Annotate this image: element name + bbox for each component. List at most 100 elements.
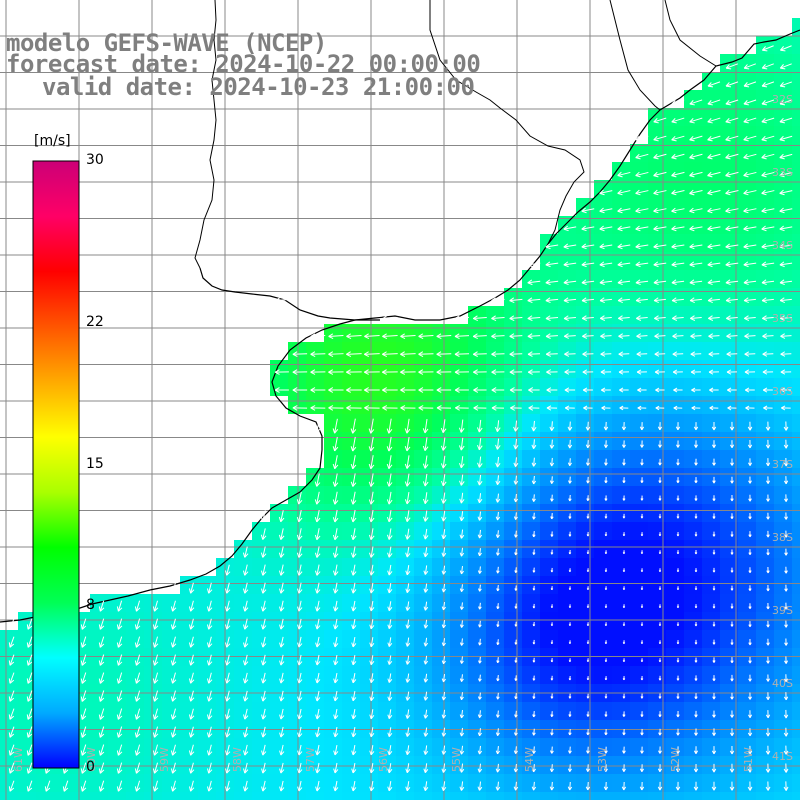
wind-speed-cell: [18, 612, 36, 630]
wind-arrow: [368, 528, 375, 540]
wind-speed-cell: [738, 90, 756, 108]
wind-speed-cell: [648, 450, 666, 468]
wind-speed-cell: [738, 702, 756, 720]
wind-arrow: [761, 45, 774, 52]
wind-arrow: [671, 207, 685, 214]
wind-speed-cell: [486, 666, 504, 684]
wind-arrow: [459, 474, 465, 486]
wind-speed-cell: [504, 396, 522, 414]
wind-speed-cell: [720, 72, 738, 90]
wind-speed-cell: [612, 162, 630, 180]
wind-arrow: [328, 333, 344, 340]
wind-speed-cell: [684, 342, 702, 360]
wind-speed-cell: [432, 540, 450, 558]
wind-speed-cell: [36, 702, 54, 720]
wind-arrow: [351, 618, 357, 630]
wind-speed-cell: [612, 540, 630, 558]
wind-speed-cell: [450, 576, 468, 594]
wind-speed-cell: [396, 738, 414, 756]
wind-speed-cell: [756, 396, 774, 414]
wind-speed-cell: [234, 612, 252, 630]
wind-speed-cell: [558, 216, 576, 234]
wind-arrow: [622, 458, 626, 466]
wind-speed-cell: [306, 396, 324, 414]
wind-speed-cell: [324, 432, 342, 450]
wind-arrow: [527, 369, 540, 375]
wind-arrow: [545, 243, 559, 250]
wind-speed-cell: [666, 342, 684, 360]
wind-arrow: [712, 639, 716, 645]
wind-speed-cell: [252, 738, 270, 756]
wind-speed-cell: [252, 612, 270, 630]
wind-speed-cell: [558, 270, 576, 288]
wind-speed-cell: [378, 450, 396, 468]
wind-speed-cell: [684, 432, 702, 450]
wind-arrow: [762, 369, 774, 375]
wind-speed-cell: [702, 216, 720, 234]
wind-speed-cell: [378, 630, 396, 648]
wind-speed-cell: [306, 702, 324, 720]
wind-speed-cell: [594, 450, 612, 468]
wind-arrow: [747, 710, 753, 718]
coastline-segment: [429, 0, 585, 245]
wind-arrow: [744, 351, 756, 357]
wind-arrow: [568, 693, 572, 699]
wind-speed-cell: [612, 396, 630, 414]
wind-arrow: [278, 564, 285, 576]
wind-arrow: [332, 491, 339, 505]
wind-speed-cell: [324, 558, 342, 576]
wind-speed-cell: [432, 486, 450, 504]
wind-arrow: [459, 727, 465, 737]
wind-arrow: [315, 600, 321, 612]
wind-arrow: [369, 727, 375, 738]
wind-speed-cell: [432, 612, 450, 630]
wind-speed-cell: [738, 216, 756, 234]
wind-speed-cell: [414, 792, 432, 800]
wind-speed-cell: [396, 792, 414, 800]
wind-arrow: [26, 726, 33, 738]
wind-speed-cell: [792, 288, 800, 306]
wind-speed-cell: [234, 540, 252, 558]
wind-speed-cell: [522, 522, 540, 540]
wind-speed-cell: [360, 612, 378, 630]
wind-speed-cell: [648, 144, 666, 162]
wind-arrow: [80, 690, 87, 702]
wind-speed-cell: [738, 630, 756, 648]
wind-speed-cell: [522, 360, 540, 378]
wind-speed-cell: [54, 630, 72, 648]
wind-speed-cell: [504, 630, 522, 648]
wind-speed-cell: [720, 144, 738, 162]
wind-speed-cell: [756, 486, 774, 504]
wind-speed-cell: [450, 594, 468, 612]
wind-speed-cell: [288, 522, 306, 540]
wind-speed-cell: [468, 432, 486, 450]
wind-arrow: [477, 692, 482, 700]
wind-arrow: [292, 387, 308, 393]
wind-arrow: [748, 494, 752, 502]
wind-arrow: [188, 780, 195, 792]
wind-speed-cell: [684, 162, 702, 180]
wind-arrow: [531, 781, 537, 791]
wind-arrow: [635, 261, 649, 268]
wind-arrow: [676, 675, 680, 681]
wind-speed-cell: [558, 522, 576, 540]
wind-arrow: [582, 369, 594, 375]
wind-arrow: [550, 658, 554, 663]
wind-speed-cell: [612, 792, 630, 800]
wind-speed-cell: [540, 504, 558, 522]
wind-arrow: [604, 640, 608, 644]
wind-arrow: [491, 315, 505, 322]
wind-speed-cell: [72, 792, 90, 800]
wind-arrow: [310, 387, 326, 393]
wind-arrow: [730, 657, 734, 664]
wind-speed-cell: [342, 414, 360, 432]
wind-speed-cell: [558, 342, 576, 360]
wind-arrow: [712, 495, 716, 502]
wind-speed-cell: [792, 126, 800, 144]
wind-speed-cell: [468, 378, 486, 396]
wind-speed-cell: [306, 612, 324, 630]
wind-arrow: [568, 476, 572, 484]
wind-speed-cell: [774, 198, 792, 216]
wind-arrow: [730, 494, 734, 502]
wind-arrow: [730, 692, 734, 700]
